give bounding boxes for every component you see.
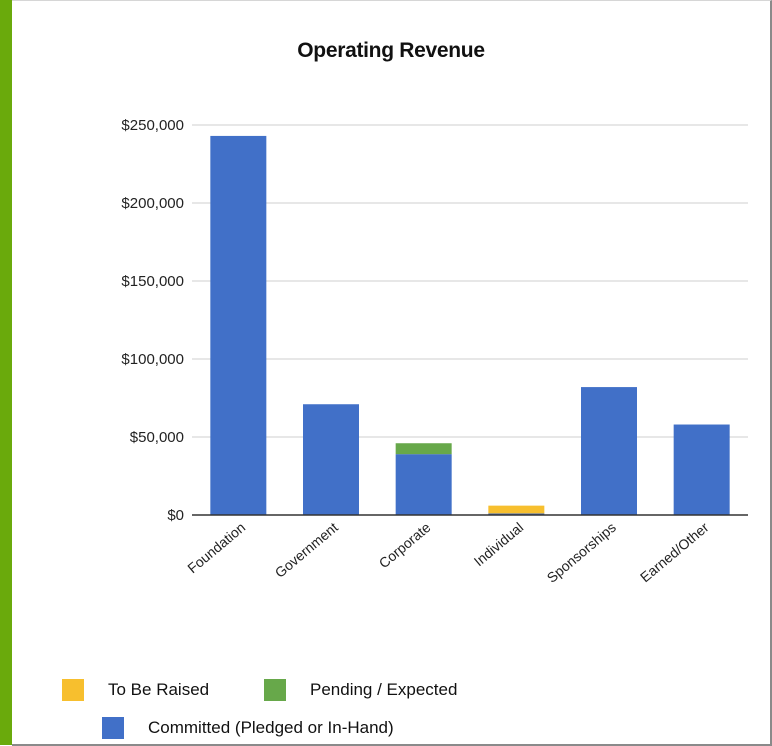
y-tick-label: $150,000 [121, 273, 184, 290]
x-tick-label-sponsorships: Sponsorships [544, 519, 619, 586]
x-tick-label-foundation: Foundation [184, 519, 248, 576]
bar-foundation-committed-pledged-or-in-hand [210, 135, 267, 516]
bar-government-committed-pledged-or-in-hand [303, 404, 359, 515]
x-tick-label-earned-other: Earned/Other [637, 519, 712, 585]
legend-item-pending-expected: Pending / Expected [264, 679, 457, 701]
legend-swatch-committed [102, 717, 124, 739]
y-tick-label: $100,000 [121, 351, 184, 368]
chart-panel: Operating Revenue $0 $50,000 $100,000 $150,… [12, 0, 772, 746]
bar-individual-committed-pledged-or-in-hand [488, 513, 545, 515]
legend-item-to-be-raised: To Be Raised [62, 679, 209, 701]
bar-individual-to-be-raised [488, 505, 545, 514]
chart-title: Operating Revenue [297, 39, 485, 62]
chart-legend: To Be Raised Pending / Expected Committe… [62, 675, 762, 745]
y-tick-label: $0 [167, 507, 184, 524]
y-tick-label: $50,000 [130, 429, 184, 446]
bar-earned-other-committed-pledged-or-in-hand [673, 424, 730, 515]
bar-chart: $0 $50,000 $100,000 $150,000 $200,000 $250,00… [121, 117, 748, 586]
x-tick-label-government: Government [272, 519, 341, 581]
bar-sponsorships-committed-pledged-or-in-hand [581, 387, 637, 515]
bar-corporate-committed-pledged-or-in-hand [395, 454, 452, 515]
legend-swatch-pending-expected [264, 679, 286, 701]
left-accent-bar [0, 0, 12, 745]
legend-label-to-be-raised: To Be Raised [108, 680, 210, 699]
legend-label-committed: Committed (Pledged or In-Hand) [148, 718, 394, 737]
y-tick-label: $200,000 [121, 195, 184, 212]
legend-swatch-to-be-raised [62, 679, 84, 701]
y-tick-label: $250,000 [121, 117, 184, 134]
x-tick-label-corporate: Corporate [376, 519, 434, 571]
legend-item-committed: Committed (Pledged or In-Hand) [102, 717, 394, 739]
x-tick-label-individual: Individual [471, 519, 527, 569]
legend-label-pending-expected: Pending / Expected [310, 680, 458, 699]
bar-corporate-pending-expected [395, 443, 452, 455]
